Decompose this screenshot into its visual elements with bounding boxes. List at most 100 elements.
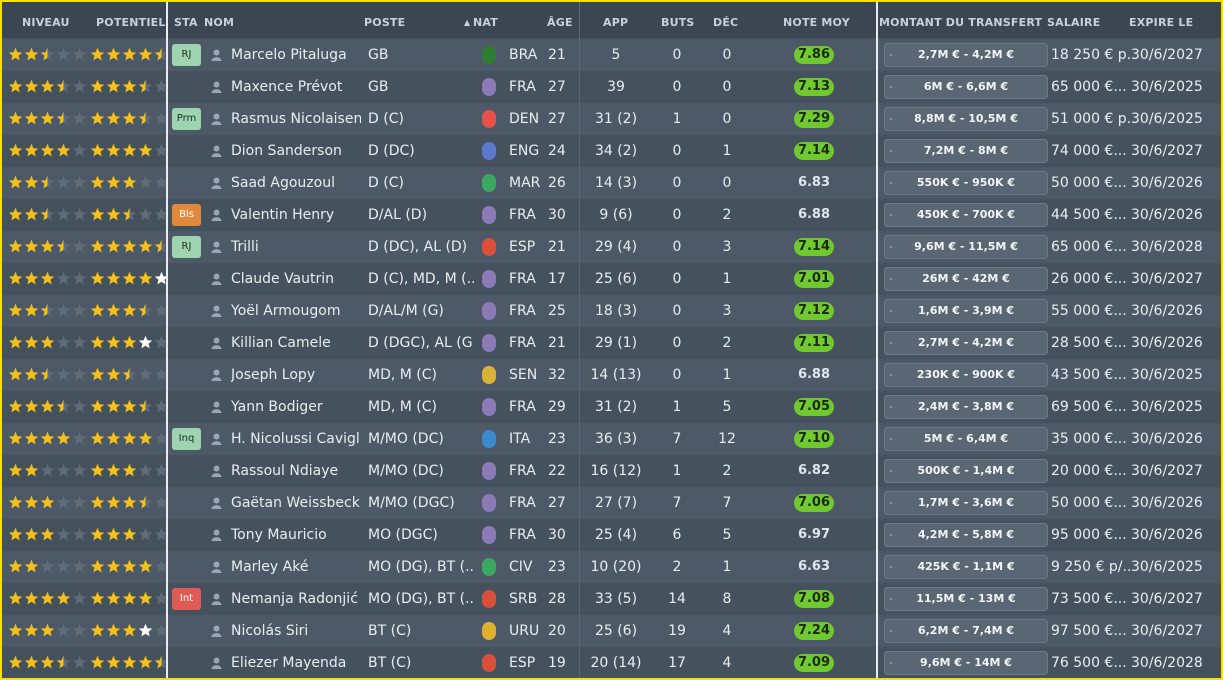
player-name[interactable]: H. Nicolussi Caviglia [231,431,361,447]
player-name[interactable]: Nemanja Radonjić [231,591,358,607]
player-nationality[interactable]: CIV [509,559,533,575]
header-buts[interactable]: BUTS [661,16,695,29]
table-row[interactable]: Yoël Armougom D/AL/M (G) FRA 25 18 (3) 0 3 7.12… [2,295,1221,327]
player-name[interactable]: Yann Bodiger [231,399,323,415]
player-nationality[interactable]: URU [509,623,540,639]
transfer-value[interactable]: 11,5M € - 13M € [884,587,1048,611]
transfer-value[interactable]: 5M € - 6,4M € [884,427,1048,451]
player-nationality[interactable]: BRA [509,47,538,63]
transfer-value[interactable]: 6M € - 6,6M € [884,75,1048,99]
player-name[interactable]: Rasmus Nicolaisen [231,111,361,127]
header-niveau[interactable]: NIVEAU [22,16,70,29]
transfer-value[interactable]: 7,2M € - 8M € [884,139,1048,163]
status-badge[interactable]: Prm [172,108,201,130]
table-row[interactable]: Inq H. Nicolussi Caviglia M/MO (DC) ITA 23 36… [2,423,1221,455]
player-name[interactable]: Killian Camele [231,335,331,351]
player-name[interactable]: Gaëtan Weissbeck [231,495,360,511]
transfer-value[interactable]: 2,7M € - 4,2M € [884,331,1048,355]
table-row[interactable]: Marley Aké MO (DG), BT (... CIV 23 10 (20) 2 1… [2,551,1221,583]
player-nationality[interactable]: FRA [509,399,536,415]
player-nationality[interactable]: SRB [509,591,538,607]
transfer-value[interactable]: 425K € - 1,1M € [884,555,1048,579]
status-badge[interactable]: Bls [172,204,201,226]
table-row[interactable]: Tony Mauricio MO (DGC) FRA 30 25 (4) 6 5 6.97 4,… [2,519,1221,551]
player-name[interactable]: Nicolás Siri [231,623,309,639]
status-badge[interactable]: RJ [172,236,201,258]
table-row[interactable]: Nicolás Siri BT (C) URU 20 25 (6) 19 4 7.24 6,2M… [2,615,1221,647]
table-row[interactable]: RJ Marcelo Pitaluga GB BRA 21 5 0 0 7.86 2,7M € -… [2,39,1221,71]
status-badge[interactable]: RJ [172,44,201,66]
player-nationality[interactable]: ESP [509,239,536,255]
header-salaire[interactable]: SALAIRE [1047,16,1101,29]
player-name[interactable]: Rassoul Ndiaye [231,463,339,479]
header-age[interactable]: ÂGE [547,16,573,29]
transfer-value[interactable]: 2,7M € - 4,2M € [884,43,1048,67]
table-row[interactable]: Int Nemanja Radonjić MO (DG), BT (... SRB 28… [2,583,1221,615]
player-nationality[interactable]: SEN [509,367,538,383]
header-note-moy[interactable]: NOTE MOY [783,16,850,29]
table-row[interactable]: Bls Valentin Henry D/AL (D) FRA 30 9 (6) 0 2 6.8… [2,199,1221,231]
player-name[interactable]: Valentin Henry [231,207,335,223]
transfer-value[interactable]: 1,6M € - 3,9M € [884,299,1048,323]
transfer-value[interactable]: 450K € - 700K € [884,203,1048,227]
table-row[interactable]: Rassoul Ndiaye M/MO (DC) FRA 22 16 (12) 1 2 6.8… [2,455,1221,487]
player-name[interactable]: Maxence Prévot [231,79,343,95]
header-poste[interactable]: POSTE [364,16,406,29]
table-row[interactable]: Gaëtan Weissbeck M/MO (DGC) FRA 27 27 (7) 7 7 7… [2,487,1221,519]
header-montant[interactable]: MONTANT DU TRANSFERT [879,16,1043,29]
player-name[interactable]: Eliezer Mayenda [231,655,347,671]
transfer-value[interactable]: 550K € - 950K € [884,171,1048,195]
player-nationality[interactable]: FRA [509,495,536,511]
sort-arrow-icon[interactable]: ▲ [464,18,471,27]
status-badge[interactable]: Inq [172,428,201,450]
transfer-value[interactable]: 9,6M € - 14M € [884,651,1048,675]
transfer-value[interactable]: 8,8M € - 10,5M € [884,107,1048,131]
player-nationality[interactable]: FRA [509,271,536,287]
player-name[interactable]: Marcelo Pitaluga [231,47,347,63]
player-name[interactable]: Joseph Lopy [231,367,316,383]
table-row[interactable]: Maxence Prévot GB FRA 27 39 0 0 7.13 6M € - 6,6M… [2,71,1221,103]
header-app[interactable]: APP [603,16,629,29]
transfer-value[interactable]: 2,4M € - 3,8M € [884,395,1048,419]
player-nationality[interactable]: FRA [509,463,536,479]
header-potentiel[interactable]: POTENTIEL [96,16,166,29]
table-row[interactable]: RJ Trilli D (DC), AL (D) ESP 21 29 (4) 0 3 7.14 9… [2,231,1221,263]
player-name[interactable]: Tony Mauricio [231,527,327,543]
table-row[interactable]: Prm Rasmus Nicolaisen D (C) DEN 27 31 (2) 1 0 7.… [2,103,1221,135]
transfer-value[interactable]: 9,6M € - 11,5M € [884,235,1048,259]
table-row[interactable]: Claude Vautrin D (C), MD, M (... FRA 17 25 (… [2,263,1221,295]
table-row[interactable]: Yann Bodiger MD, M (C) FRA 29 31 (2) 1 5 7.05 2,… [2,391,1221,423]
player-name[interactable]: Trilli [231,239,259,255]
player-name[interactable]: Dion Sanderson [231,143,342,159]
player-nationality[interactable]: FRA [509,303,536,319]
table-row[interactable]: Joseph Lopy MD, M (C) SEN 32 14 (13) 0 1 6.88 23… [2,359,1221,391]
table-row[interactable]: Saad Agouzoul D (C) MAR 26 14 (3) 0 0 6.83 550K … [2,167,1221,199]
player-name[interactable]: Saad Agouzoul [231,175,335,191]
player-nationality[interactable]: FRA [509,527,536,543]
header-nat[interactable]: NAT [473,16,498,29]
player-name[interactable]: Yoël Armougom [231,303,341,319]
header-dec[interactable]: DÉC [713,16,739,29]
header-nom[interactable]: NOM [204,16,235,29]
player-nationality[interactable]: ITA [509,431,531,447]
transfer-value[interactable]: 4,2M € - 5,8M € [884,523,1048,547]
transfer-value[interactable]: 1,7M € - 3,6M € [884,491,1048,515]
player-nationality[interactable]: MAR [509,175,541,191]
transfer-value[interactable]: 500K € - 1,4M € [884,459,1048,483]
table-row[interactable]: Eliezer Mayenda BT (C) ESP 19 20 (14) 17 4 7.09… [2,647,1221,678]
header-sta[interactable]: STA [174,16,198,29]
player-nationality[interactable]: FRA [509,335,536,351]
player-name[interactable]: Claude Vautrin [231,271,335,287]
player-nationality[interactable]: DEN [509,111,540,127]
status-badge[interactable]: Int [172,588,201,610]
transfer-value[interactable]: 6,2M € - 7,4M € [884,619,1048,643]
player-nationality[interactable]: ENG [509,143,540,159]
player-name[interactable]: Marley Aké [231,559,309,575]
transfer-value[interactable]: 230K € - 900K € [884,363,1048,387]
player-nationality[interactable]: FRA [509,207,536,223]
table-row[interactable]: Dion Sanderson D (DC) ENG 24 34 (2) 0 1 7.14 7,2… [2,135,1221,167]
table-row[interactable]: Killian Camele D (DGC), AL (G) FRA 21 29 (1)… [2,327,1221,359]
transfer-value[interactable]: 26M € - 42M € [884,267,1048,291]
player-nationality[interactable]: FRA [509,79,536,95]
player-nationality[interactable]: ESP [509,655,536,671]
